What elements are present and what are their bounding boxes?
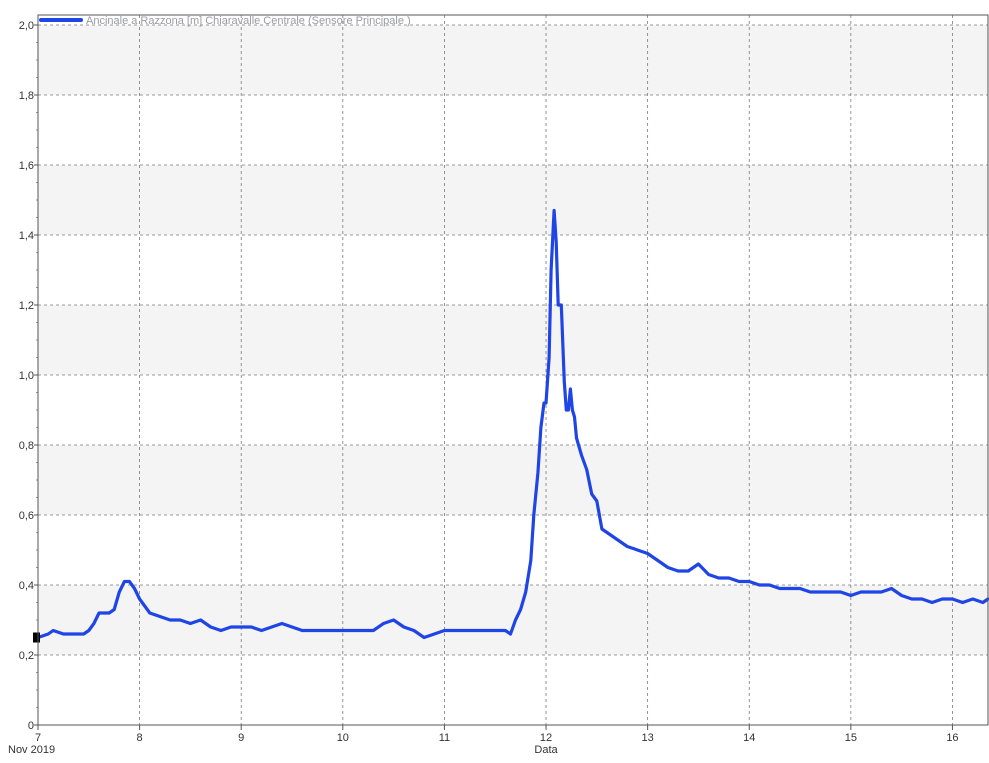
grid-band (38, 165, 988, 235)
current-value-marker (33, 632, 40, 643)
x-tick-label: 16 (946, 732, 958, 744)
series-line (36, 208, 989, 640)
y-tick-label: 1,0 (19, 370, 34, 382)
alternating-bands (38, 25, 988, 655)
x-axis-title: Data (534, 744, 558, 756)
legend-label: Ancinale a Razzona [m] Chiaravalle Centr… (86, 15, 411, 27)
y-tick-label: 0,4 (19, 580, 34, 592)
horizontal-gridlines (34, 24, 988, 726)
y-tick-label: 1,2 (19, 300, 34, 312)
x-tick-label: 12 (540, 732, 552, 744)
y-tick-label: 0 (28, 720, 34, 732)
y-tick-label: 2,0 (19, 20, 34, 32)
y-tick-label: 1,4 (19, 230, 34, 242)
grid-band (38, 305, 988, 375)
y-axis-tick-labels: 0 0,2 0,4 0,6 0,8 1,0 1,2 1,4 1,6 1,8 2,0 (19, 20, 34, 732)
x-tick-label: 10 (337, 732, 349, 744)
y-tick-label: 0,2 (19, 650, 34, 662)
vertical-gridlines (37, 15, 953, 730)
x-axis-tick-labels: 7 8 9 10 11 12 13 14 15 16 (35, 732, 959, 744)
plot-border (37, 14, 989, 726)
x-tick-label: 7 (35, 732, 41, 744)
y-tick-label: 0,8 (19, 440, 34, 452)
y-tick-label: 1,6 (19, 160, 34, 172)
x-tick-label: 9 (238, 732, 244, 744)
y-tick-label: 0,6 (19, 510, 34, 522)
x-tick-label: 15 (845, 732, 857, 744)
legend: Ancinale a Razzona [m] Chiaravalle Centr… (39, 15, 411, 27)
grid-band (38, 445, 988, 515)
x-tick-label: 13 (642, 732, 654, 744)
x-tick-label: 11 (439, 732, 450, 744)
y-tick-label: 1,8 (19, 90, 34, 102)
x-tick-label: 8 (137, 732, 143, 744)
x-axis-sub-label: Nov 2019 (8, 744, 55, 756)
grid-band (38, 25, 988, 95)
x-tick-label: 14 (743, 732, 755, 744)
